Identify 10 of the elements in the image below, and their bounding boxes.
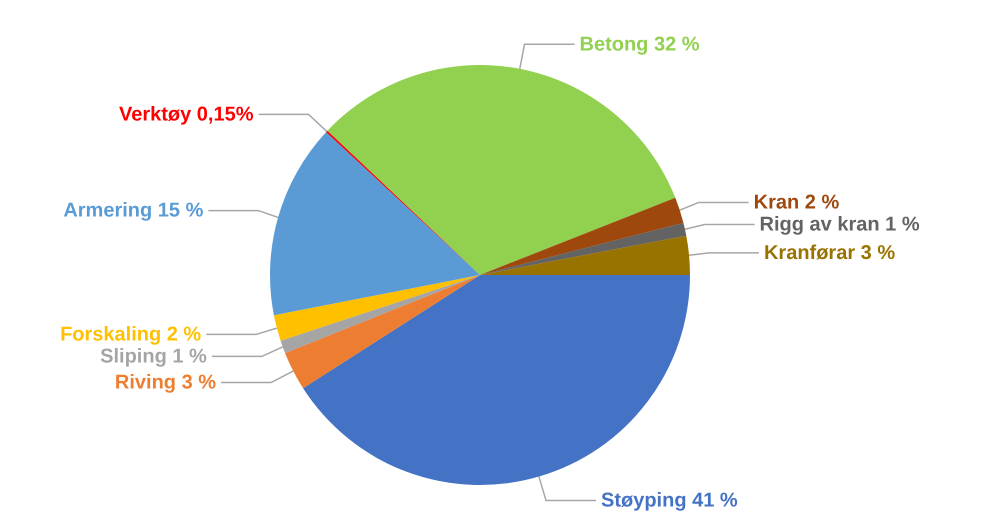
slice-label: Kranførar 3 %	[764, 242, 896, 264]
slice-label: Kran 2 %	[754, 191, 840, 214]
slice-label: Armering 15 %	[63, 200, 204, 222]
slice-label: Riving 3 %	[114, 372, 216, 394]
slice-label: Sliping 1 %	[100, 345, 208, 368]
slice-label: Betong 32 %	[580, 33, 700, 56]
slice-label: Forskaling 2 %	[60, 323, 202, 346]
slice-label: Rigg av kran 1 %	[760, 213, 920, 236]
slice-label: Verktøy 0,15%	[118, 103, 254, 126]
slice-label: Støyping 41 %	[601, 490, 738, 512]
